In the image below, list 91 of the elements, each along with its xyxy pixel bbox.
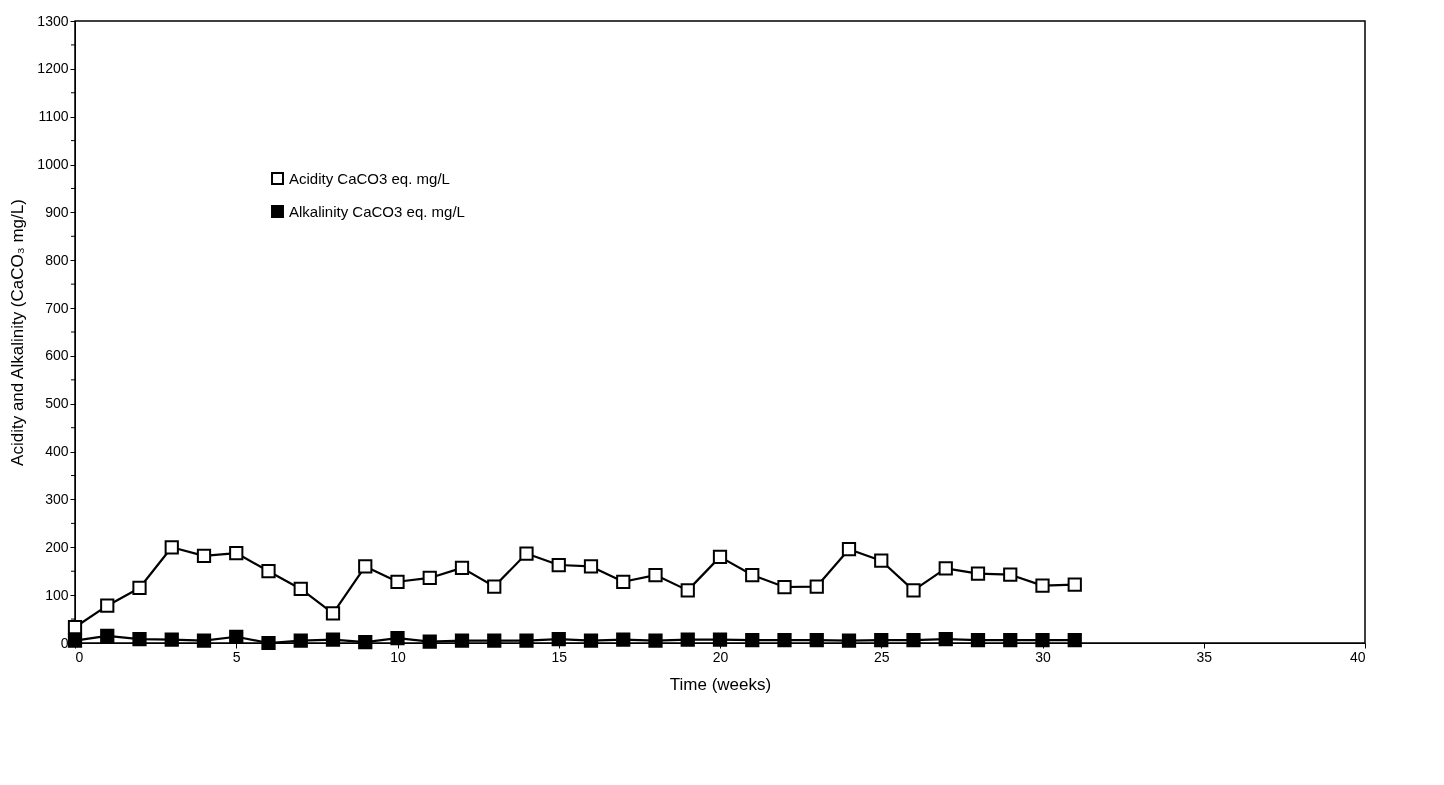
y-tick-label: 900 <box>45 203 69 220</box>
point <box>67 633 83 648</box>
x-tick-label: 10 <box>390 648 406 665</box>
point <box>745 567 760 583</box>
y-tick-label: 700 <box>45 299 69 316</box>
point <box>196 633 212 648</box>
point <box>551 632 566 647</box>
point <box>874 633 889 648</box>
x-tick-label: 20 <box>712 648 729 665</box>
y-axis-title: Acidity and Alkalinity (CaCO₃ mg/L) <box>8 199 28 466</box>
x-tick-label: 30 <box>1035 648 1051 665</box>
y-tick-label: 1100 <box>38 108 69 125</box>
point <box>551 557 566 573</box>
point <box>970 633 986 648</box>
point <box>422 570 437 586</box>
point <box>680 632 695 647</box>
point <box>132 580 147 596</box>
x-axis-title: Time (weeks) <box>669 674 772 694</box>
point <box>422 634 437 649</box>
point <box>519 546 534 561</box>
x-tick-label: 5 <box>232 648 241 665</box>
point <box>390 631 405 646</box>
point <box>745 633 760 648</box>
point <box>906 633 921 648</box>
point <box>874 553 889 568</box>
point <box>712 549 728 564</box>
point <box>358 634 373 650</box>
point <box>100 628 115 643</box>
point <box>196 548 212 564</box>
point <box>100 598 115 613</box>
y-tick-label: 1200 <box>37 60 69 77</box>
y-tick-label: 300 <box>45 490 69 507</box>
x-tick-label: 40 <box>1349 648 1366 665</box>
point <box>358 559 373 574</box>
y-tick-label: 100 <box>45 586 69 603</box>
point <box>454 560 470 575</box>
point <box>132 632 147 647</box>
point <box>293 633 308 648</box>
point <box>906 583 921 598</box>
x-tick-label: 15 <box>551 648 568 665</box>
point <box>616 574 631 589</box>
point <box>583 633 599 648</box>
point <box>583 559 599 574</box>
point <box>938 632 953 647</box>
point <box>777 579 792 595</box>
x-tick-label: 35 <box>1196 648 1213 665</box>
point <box>454 633 470 648</box>
legend-label: Alkalinity CaCO3 eq. mg/L <box>289 202 465 220</box>
y-tick-label: 0 <box>60 634 69 651</box>
x-tick-label: 25 <box>873 648 890 665</box>
point <box>1035 578 1050 593</box>
point <box>970 566 986 581</box>
point <box>712 632 728 647</box>
y-tick-label: 200 <box>45 538 69 555</box>
point <box>777 633 792 648</box>
point <box>325 606 341 621</box>
x-tick-label: 0 <box>75 648 84 665</box>
point <box>680 583 695 598</box>
point <box>390 574 405 589</box>
point <box>164 540 179 555</box>
point <box>648 567 663 583</box>
y-tick-label: 500 <box>45 395 69 412</box>
point <box>841 633 857 648</box>
point <box>1067 577 1082 592</box>
point <box>519 633 534 648</box>
point <box>809 633 824 648</box>
point <box>261 564 276 579</box>
legend-label: Acidity CaCO3 eq. mg/L <box>289 169 450 187</box>
y-tick-label: 600 <box>45 347 69 364</box>
y-tick-label: 400 <box>45 443 69 460</box>
y-tick-label: 1000 <box>37 156 69 173</box>
point <box>325 632 341 647</box>
y-tick-label: 800 <box>45 251 69 268</box>
point <box>1035 633 1050 648</box>
point <box>229 629 244 644</box>
point <box>261 635 276 651</box>
point <box>938 561 953 576</box>
point <box>841 542 857 557</box>
point <box>164 632 179 647</box>
point <box>616 632 631 647</box>
point <box>1003 633 1018 648</box>
point <box>1067 633 1082 648</box>
y-tick-label: 1300 <box>37 12 69 29</box>
point <box>809 579 824 594</box>
point <box>648 633 663 648</box>
point <box>67 620 83 635</box>
point <box>487 579 502 594</box>
point <box>487 633 502 648</box>
point <box>1003 567 1018 582</box>
point <box>293 581 308 597</box>
point <box>229 545 244 561</box>
